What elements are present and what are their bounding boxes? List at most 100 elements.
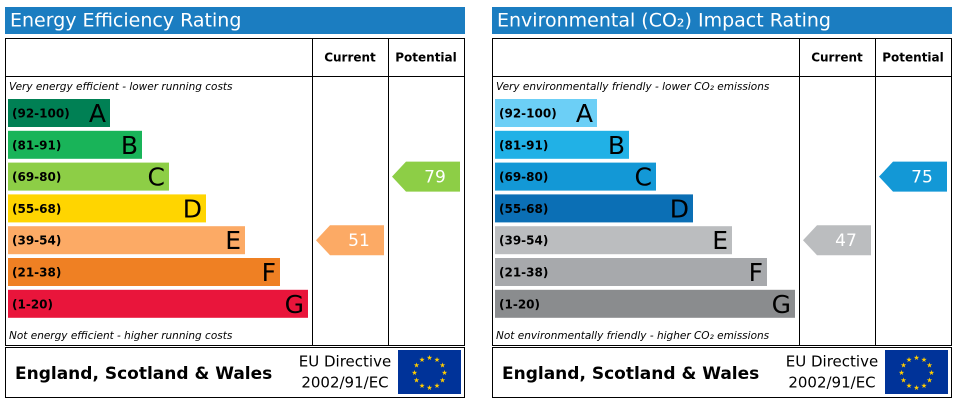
band-letter: C <box>148 163 165 192</box>
column-header: Potential <box>882 51 944 65</box>
band-letter: A <box>576 99 593 128</box>
rating-band <box>8 226 245 255</box>
table-frame <box>5 38 465 346</box>
footer-region: England, Scotland & Wales <box>15 364 272 384</box>
band-range: (92-100) <box>499 107 557 121</box>
eu-star: ★ <box>906 382 912 390</box>
rating-band <box>495 162 656 191</box>
band-letter: B <box>121 131 138 160</box>
rating-arrow <box>392 161 460 192</box>
band-range: (92-100) <box>12 107 70 121</box>
eu-star: ★ <box>906 356 912 364</box>
eu-star: ★ <box>413 362 419 370</box>
eu-star: ★ <box>419 356 425 364</box>
rating-value: 79 <box>424 168 446 188</box>
eu-star: ★ <box>434 382 440 390</box>
eu-star: ★ <box>913 384 919 392</box>
eu-star: ★ <box>419 382 425 390</box>
rating-band <box>495 289 795 318</box>
band-range: (39-54) <box>12 234 61 248</box>
band-range: (81-91) <box>499 138 548 152</box>
footer-region: England, Scotland & Wales <box>502 364 759 384</box>
title-bar <box>492 7 952 34</box>
band-letter: E <box>712 226 728 255</box>
rating-band <box>8 194 206 223</box>
title-bar <box>5 7 465 34</box>
rating-arrow <box>879 161 947 192</box>
rating-value: 75 <box>911 168 933 188</box>
column-header: Current <box>324 51 376 65</box>
band-letter: A <box>89 99 106 128</box>
rating-band <box>495 258 767 286</box>
rating-value: 51 <box>348 231 370 251</box>
rating-band <box>8 130 142 159</box>
band-letter: D <box>183 194 202 223</box>
band-range: (55-68) <box>499 202 548 216</box>
top-note: Very environmentally friendly - lower CO… <box>496 81 770 93</box>
eu-star: ★ <box>439 377 445 385</box>
band-range: (69-80) <box>12 170 61 184</box>
eu-star: ★ <box>898 369 904 377</box>
band-letter: E <box>225 226 241 255</box>
eu-star: ★ <box>928 369 934 377</box>
rating-band <box>495 99 597 127</box>
eu-star: ★ <box>913 354 919 362</box>
rating-band <box>8 289 308 318</box>
eu-star: ★ <box>900 362 906 370</box>
rating-band <box>495 130 629 159</box>
rating-band <box>495 194 693 223</box>
eu-star: ★ <box>411 369 417 377</box>
band-letter: G <box>772 290 791 319</box>
band-range: (1-20) <box>12 297 53 311</box>
rating-band <box>495 226 732 255</box>
eu-star: ★ <box>900 377 906 385</box>
eu-star: ★ <box>441 369 447 377</box>
eu-star: ★ <box>921 382 927 390</box>
footer-frame <box>492 347 952 398</box>
eu-star: ★ <box>413 377 419 385</box>
band-letter: F <box>262 258 276 287</box>
band-range: (21-38) <box>499 266 548 280</box>
rating-arrow <box>316 225 384 256</box>
eu-star: ★ <box>926 377 932 385</box>
band-letter: F <box>749 258 763 287</box>
footer-directive: EU Directive <box>299 353 391 371</box>
eu-flag <box>885 350 948 394</box>
footer-code: 2002/91/EC <box>301 374 388 392</box>
rating-value: 47 <box>835 231 857 251</box>
eu-flag <box>398 350 461 394</box>
band-letter: C <box>635 163 652 192</box>
panel-title: Energy Efficiency Rating <box>10 10 241 32</box>
band-range: (69-80) <box>499 170 548 184</box>
eu-star: ★ <box>926 362 932 370</box>
eu-star: ★ <box>426 354 432 362</box>
eu-star: ★ <box>921 356 927 364</box>
eu-star: ★ <box>439 362 445 370</box>
footer-frame <box>5 347 465 398</box>
band-letter: G <box>285 290 304 319</box>
band-range: (39-54) <box>499 234 548 248</box>
column-header: Current <box>811 51 863 65</box>
bottom-note: Not energy efficient - higher running co… <box>9 330 233 342</box>
eu-star: ★ <box>434 356 440 364</box>
band-letter: D <box>670 194 689 223</box>
table-frame <box>492 38 952 346</box>
band-range: (21-38) <box>12 266 61 280</box>
band-range: (81-91) <box>12 138 61 152</box>
eu-star: ★ <box>426 384 432 392</box>
column-header: Potential <box>395 51 457 65</box>
footer-code: 2002/91/EC <box>788 374 875 392</box>
rating-band <box>8 99 110 127</box>
rating-band <box>8 258 280 286</box>
footer-directive: EU Directive <box>786 353 878 371</box>
bottom-note: Not environmentally friendly - higher CO… <box>496 330 770 342</box>
rating-band <box>8 162 169 191</box>
band-range: (55-68) <box>12 202 61 216</box>
panel-title: Environmental (CO₂) Impact Rating <box>497 10 831 32</box>
top-note: Very energy efficient - lower running co… <box>9 81 233 93</box>
band-range: (1-20) <box>499 297 540 311</box>
rating-arrow <box>803 225 871 256</box>
band-letter: B <box>608 131 625 160</box>
